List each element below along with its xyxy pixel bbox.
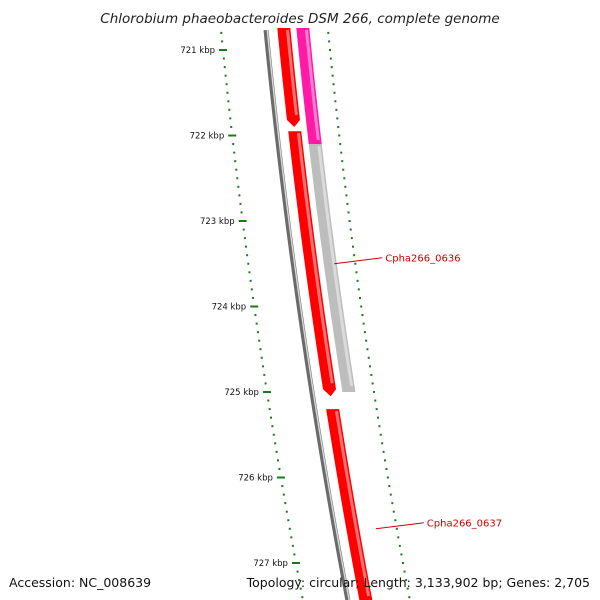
scale-ticks: 721 kbp 722 kbp 723 kbp 724 kbp 725 kbp 726 k… (180, 31, 411, 599)
gene-label[interactable]: Cpha266_0636 (385, 253, 460, 264)
genome-backbone (263, 29, 351, 600)
tick-label: 726 kbp (238, 474, 273, 484)
tick-label: 725 kbp (224, 388, 259, 398)
gene-highlight-g-d (305, 29, 320, 141)
topology-text: Topology: circular; Length: 3,133,902 bp… (246, 575, 590, 590)
gene-label-leader (334, 257, 383, 265)
gene-label[interactable]: Cpha266_0637 (427, 518, 502, 529)
tick-label: 727 kbp (253, 559, 288, 569)
gene-highlight-g-b (296, 133, 334, 384)
accession-text: Accession: NC_008639 (9, 575, 151, 590)
map-title: Chlorobium phaeobacteroides DSM 266, com… (100, 11, 499, 27)
backbone-line (263, 29, 351, 600)
tick-label: 721 kbp (180, 46, 215, 56)
gene-labels: Cpha266_0636 Cpha266_0637 (334, 253, 502, 529)
tick-label: 722 kbp (190, 132, 225, 142)
tick-label: 723 kbp (200, 217, 235, 227)
gene-tracks (277, 28, 373, 600)
gene-highlight-g-e (317, 145, 354, 387)
tick-label: 724 kbp (212, 303, 247, 313)
gene-highlight-g-c (334, 410, 371, 597)
gene-label-leader (375, 522, 424, 530)
backbone-highlight (266, 29, 350, 600)
gene-highlight-g-a (286, 29, 298, 116)
